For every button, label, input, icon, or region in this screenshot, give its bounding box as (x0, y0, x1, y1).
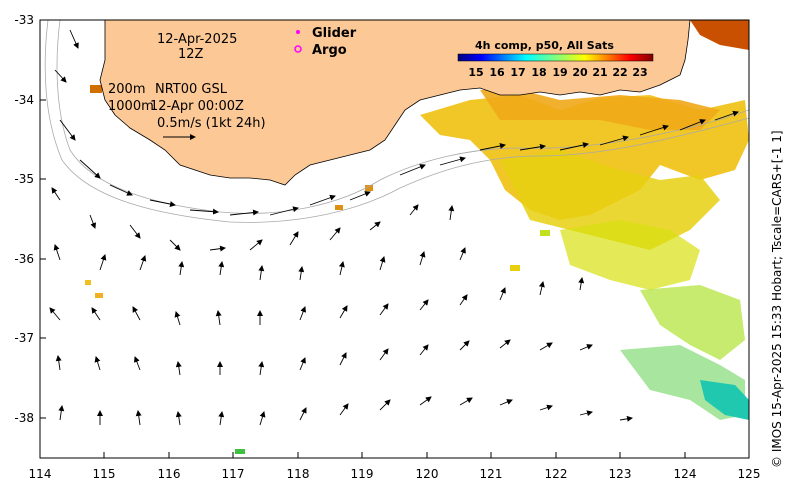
x-tick-label: 120 (416, 467, 439, 481)
product-time: 12-Apr 00:00Z (150, 99, 244, 114)
x-tick-label: 118 (287, 467, 310, 481)
x-tick-label: 117 (222, 467, 245, 481)
colorbar-tick-label: 23 (632, 66, 647, 79)
depth-line-2: 1000m (108, 99, 154, 114)
colorbar-tick-label: 16 (489, 66, 505, 79)
x-tick-label: 115 (93, 467, 116, 481)
x-tick-label: 125 (738, 467, 761, 481)
colorbar-tick-label: 21 (592, 66, 607, 79)
x-tick-label: 121 (480, 467, 503, 481)
y-tick-label: -34 (14, 93, 34, 107)
glider-marker-icon (296, 30, 300, 34)
y-tick-label: -36 (14, 252, 34, 266)
argo-marker-icon (294, 45, 302, 53)
plot-frame (39, 19, 750, 459)
x-tick-label: 124 (674, 467, 697, 481)
x-tick-label: 114 (29, 467, 52, 481)
x-tick-label: 116 (158, 467, 181, 481)
x-axis: 114 115 116 117 118 119 120 121 122 123 … (29, 452, 761, 481)
y-tick-label: -38 (14, 411, 34, 425)
x-tick-label: 123 (609, 467, 632, 481)
colorbar-tick-label: 22 (612, 66, 627, 79)
colorbar-tick-label: 17 (510, 66, 525, 79)
colorbar-title: 4h comp, p50, All Sats (475, 39, 614, 52)
map-time: 12Z (178, 47, 204, 62)
argo-legend-label: Argo (312, 43, 347, 58)
map-date: 12-Apr-2025 (157, 32, 237, 47)
y-axis: -33 -34 -35 -36 -37 -38 (14, 13, 46, 425)
depth-line-1: 200m (108, 82, 145, 97)
bathymetry-contours (44, 20, 749, 223)
y-tick-label: -37 (14, 331, 34, 345)
scale-label: 0.5m/s (1kt 24h) (157, 116, 266, 131)
colorbar-tick-label: 15 (468, 66, 483, 79)
x-tick-label: 122 (545, 467, 568, 481)
current-vectors (49, 29, 739, 426)
credit-text: © IMOS 15-Apr-2025 15:33 Hobart; Tscale=… (770, 130, 784, 468)
y-tick-label: -35 (14, 172, 34, 186)
y-tick-label: -33 (14, 13, 34, 27)
colorbar-tick-label: 19 (552, 66, 567, 79)
colorbar-tick-label: 18 (531, 66, 546, 79)
colorbar-tick-label: 20 (572, 66, 588, 79)
glider-legend-label: Glider (312, 26, 357, 41)
colorbar (457, 53, 654, 62)
product-name: NRT00 GSL (155, 82, 228, 97)
x-tick-label: 119 (351, 467, 374, 481)
